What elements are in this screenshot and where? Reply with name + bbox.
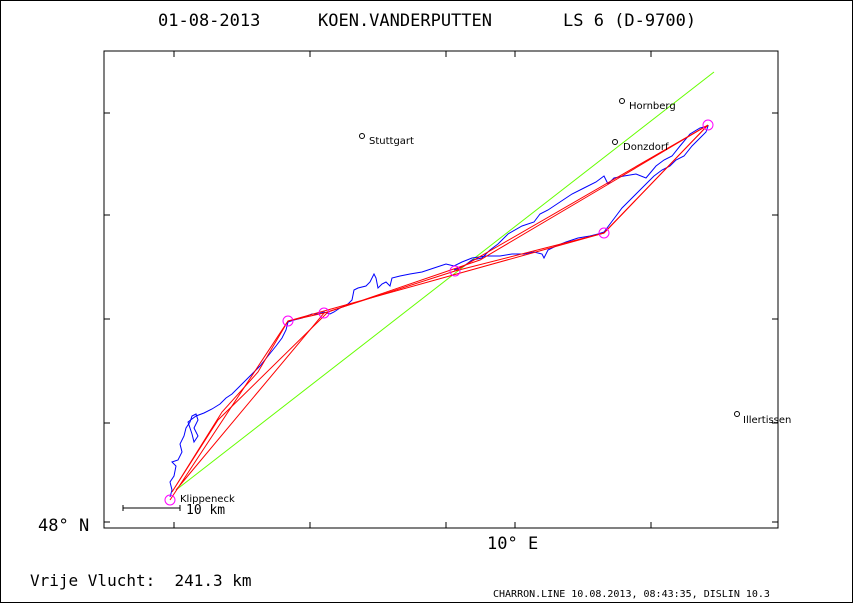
flight-date: 01-08-2013 xyxy=(158,11,260,31)
scale-bar xyxy=(122,505,181,511)
task-route xyxy=(169,124,709,501)
plot-area xyxy=(103,50,779,529)
turnpoints xyxy=(164,119,714,506)
turnpoint-marker xyxy=(318,307,330,319)
place-label-donzdorf: Donzdorf xyxy=(623,142,669,153)
latitude-label: 48° N xyxy=(38,516,89,536)
flight-track xyxy=(169,125,709,498)
place-marker-illertissen xyxy=(734,411,740,417)
place-label-hornberg: Hornberg xyxy=(629,101,676,112)
free-flight-distance: Vrije Vlucht: 241.3 km xyxy=(30,571,252,590)
scale-bar-label: 10 km xyxy=(186,503,225,518)
turnpoint-marker xyxy=(702,119,714,131)
turnpoint-marker xyxy=(449,265,461,277)
place-label-klippeneck: Klippeneck xyxy=(180,494,235,505)
task-route-inner xyxy=(171,124,709,493)
credits-text: CHARRON.LINE 10.08.2013, 08:43:35, DISLI… xyxy=(493,589,770,600)
turnpoint-marker xyxy=(164,494,176,506)
turnpoint-marker xyxy=(282,315,294,327)
place-marker-donzdorf xyxy=(612,139,618,145)
place-marker-stuttgart xyxy=(359,133,365,139)
turnpoint-marker xyxy=(598,227,610,239)
place-marker-hornberg xyxy=(619,98,625,104)
pilot-name: KOEN.VANDERPUTTEN xyxy=(318,11,492,31)
glider-type: LS 6 (D-9700) xyxy=(563,11,696,31)
reference-line xyxy=(175,71,715,491)
longitude-label: 10° E xyxy=(487,534,538,554)
place-label-stuttgart: Stuttgart xyxy=(369,136,414,147)
place-label-illertissen: Illertissen xyxy=(743,415,791,426)
axis-ticks xyxy=(104,51,778,528)
